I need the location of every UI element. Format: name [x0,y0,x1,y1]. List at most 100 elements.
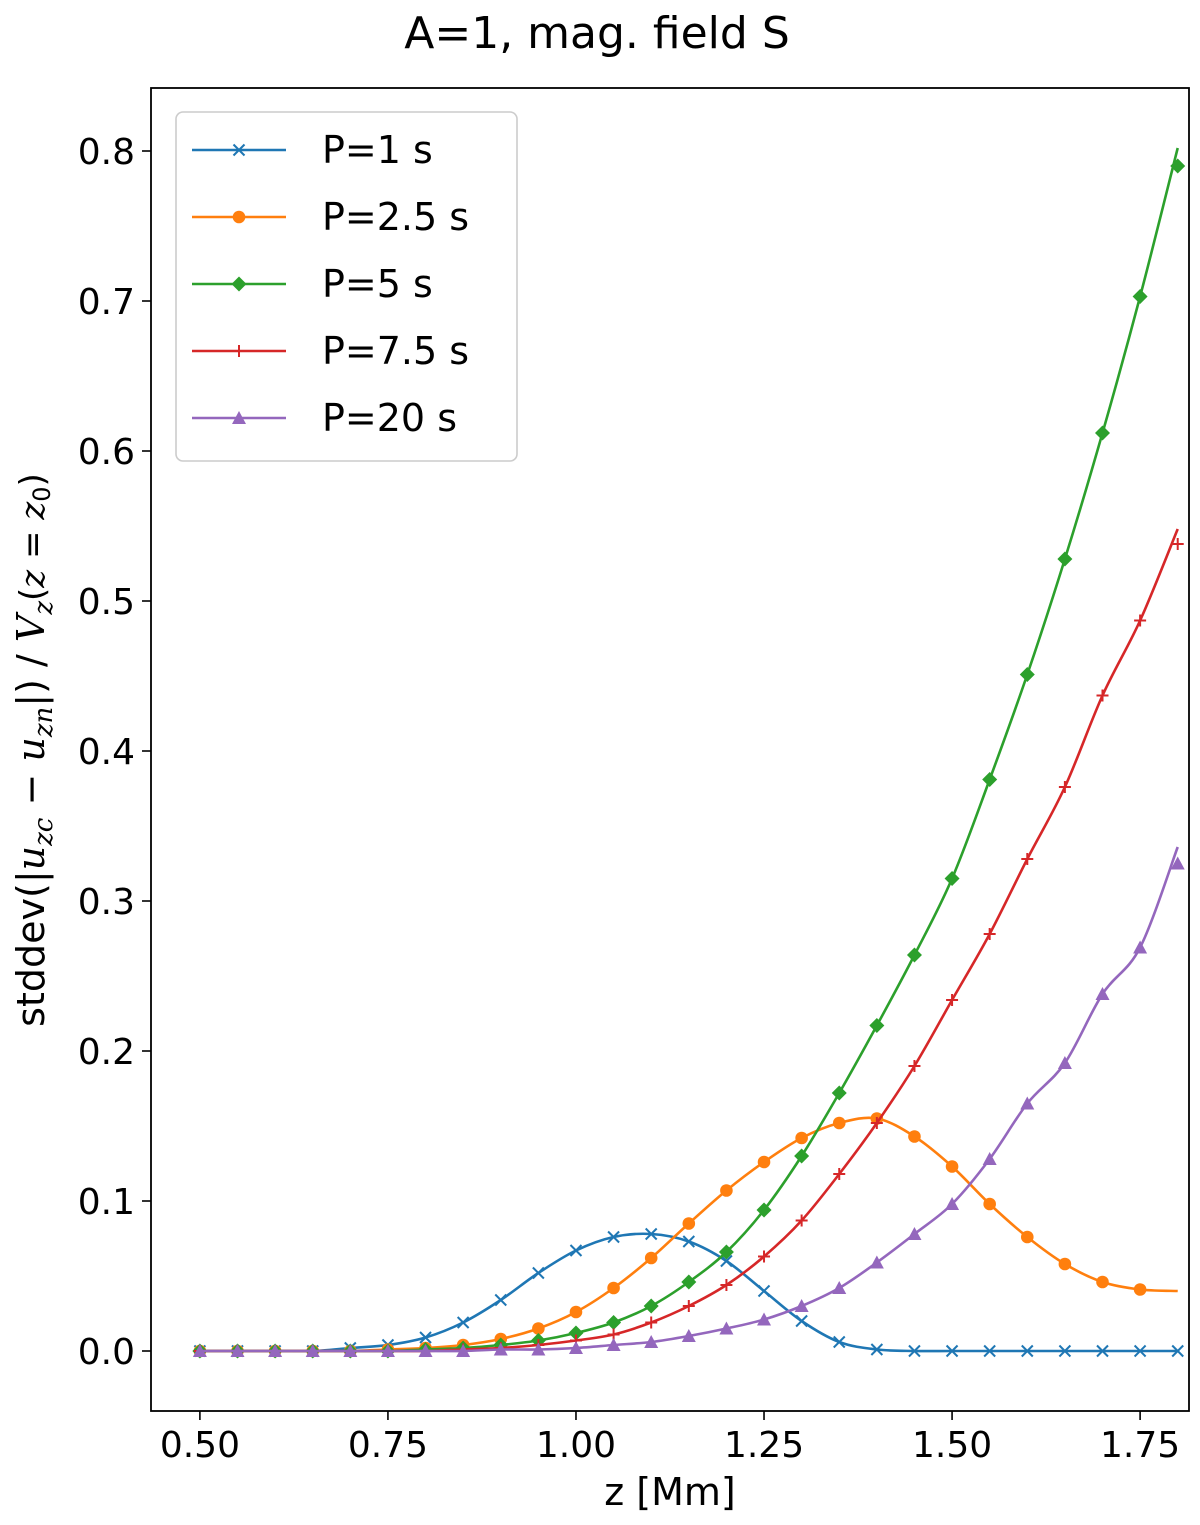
x-tick-label: 0.75 [348,1425,428,1466]
legend-marker [233,345,245,357]
data-point [569,1305,583,1319]
data-point [682,1217,696,1230]
legend-label: P=5 s [322,262,433,306]
data-point [681,1274,697,1290]
data-point [1170,158,1186,174]
data-point [718,1244,734,1260]
data-point [1057,551,1073,567]
data-point [682,1300,695,1312]
data-point [756,1202,772,1218]
data-point [1021,1344,1034,1358]
series-2 [193,1112,1178,1358]
data-point [908,1060,921,1072]
data-point [532,1322,545,1335]
y-tick-label: 0.4 [78,732,135,773]
data-point [419,1331,432,1344]
y-tick-label: 0.3 [78,882,135,923]
data-point [1095,425,1110,441]
data-point [644,1251,658,1265]
data-point [908,1344,921,1358]
plot-frame [150,87,1190,1412]
data-point [1170,856,1185,870]
data-point [794,1299,809,1312]
data-point [944,871,960,886]
data-point [1134,614,1147,627]
data-point [1020,1096,1035,1110]
x-tick-label: 1.25 [724,1425,804,1466]
legend-marker [232,210,246,224]
data-point [607,1230,620,1244]
data-point [531,1342,546,1356]
legend-marker [232,411,246,424]
data-point [268,1344,283,1357]
data-point [1171,538,1184,550]
data-point [1133,1283,1147,1296]
data-point [945,1197,960,1210]
data-point [343,1344,358,1357]
x-tick-label: 1.50 [912,1425,992,1466]
data-point [870,1117,883,1129]
legend: P=1 s P=2.5 s P=5 s P=7.5 s P=20 s [175,111,518,462]
legend-marker [232,143,246,157]
data-point [983,1197,996,1211]
data-point [720,1184,733,1197]
y-axis: 0.0 0.1 0.2 0.3 0.4 0.5 0.6 0.7 0.8 [78,132,151,1373]
data-point [681,1329,696,1342]
data-point [1096,1275,1109,1289]
data-point [833,1335,846,1349]
data-point [568,1325,584,1341]
data-point [607,1281,620,1295]
data-point [869,1018,885,1033]
data-point [192,1344,207,1357]
y-tick-label: 0.8 [78,132,135,173]
data-point [606,1338,621,1351]
data-point [644,1227,658,1241]
data-point [869,1255,884,1269]
data-point [1095,987,1110,1000]
data-point [906,947,922,963]
legend-box [175,111,518,462]
legend-label: P=2.5 s [322,195,469,239]
legend-item: P=1 s [192,128,433,172]
data-point [494,1293,507,1307]
legend-item: P=2.5 s [192,195,469,239]
y-tick-label: 0.1 [78,1182,135,1223]
data-point [643,1298,659,1314]
y-tick-label: 0.7 [78,282,135,323]
data-point [568,1341,583,1354]
data-point [1058,781,1071,793]
data-point [870,1343,884,1356]
data-point [758,1250,771,1263]
data-point [532,1266,545,1280]
legend-item: P=20 s [192,396,457,440]
x-tick-label: 1.00 [536,1425,616,1466]
data-point [456,1316,470,1329]
chart-title: A=1, mag. field S [404,8,790,59]
data-point [720,1279,733,1291]
data-point [907,1227,922,1240]
data-point [982,772,998,787]
data-point [1133,1344,1147,1358]
data-point [982,1152,997,1165]
data-point [569,1244,583,1257]
data-point [606,1315,622,1330]
series-group [192,147,1186,1359]
data-point [1019,667,1035,682]
data-point [1133,940,1148,954]
data-point [983,1344,996,1358]
x-tick-label: 0.50 [160,1425,240,1466]
legend-item: P=7.5 s [192,329,469,373]
data-point [795,1131,808,1145]
y-axis-label: stddev(|uzc − uzn|) / Vz(z = z0) [9,473,59,1027]
data-point [380,1344,395,1357]
legend-label: P=7.5 s [322,329,469,373]
data-point [983,928,996,940]
legend-marker [231,276,247,292]
data-point [418,1344,433,1357]
data-point [832,1281,847,1294]
data-point [682,1235,696,1248]
x-axis-label: z [Mm] [604,1470,735,1514]
data-point [833,1168,846,1180]
data-point [945,1344,959,1358]
